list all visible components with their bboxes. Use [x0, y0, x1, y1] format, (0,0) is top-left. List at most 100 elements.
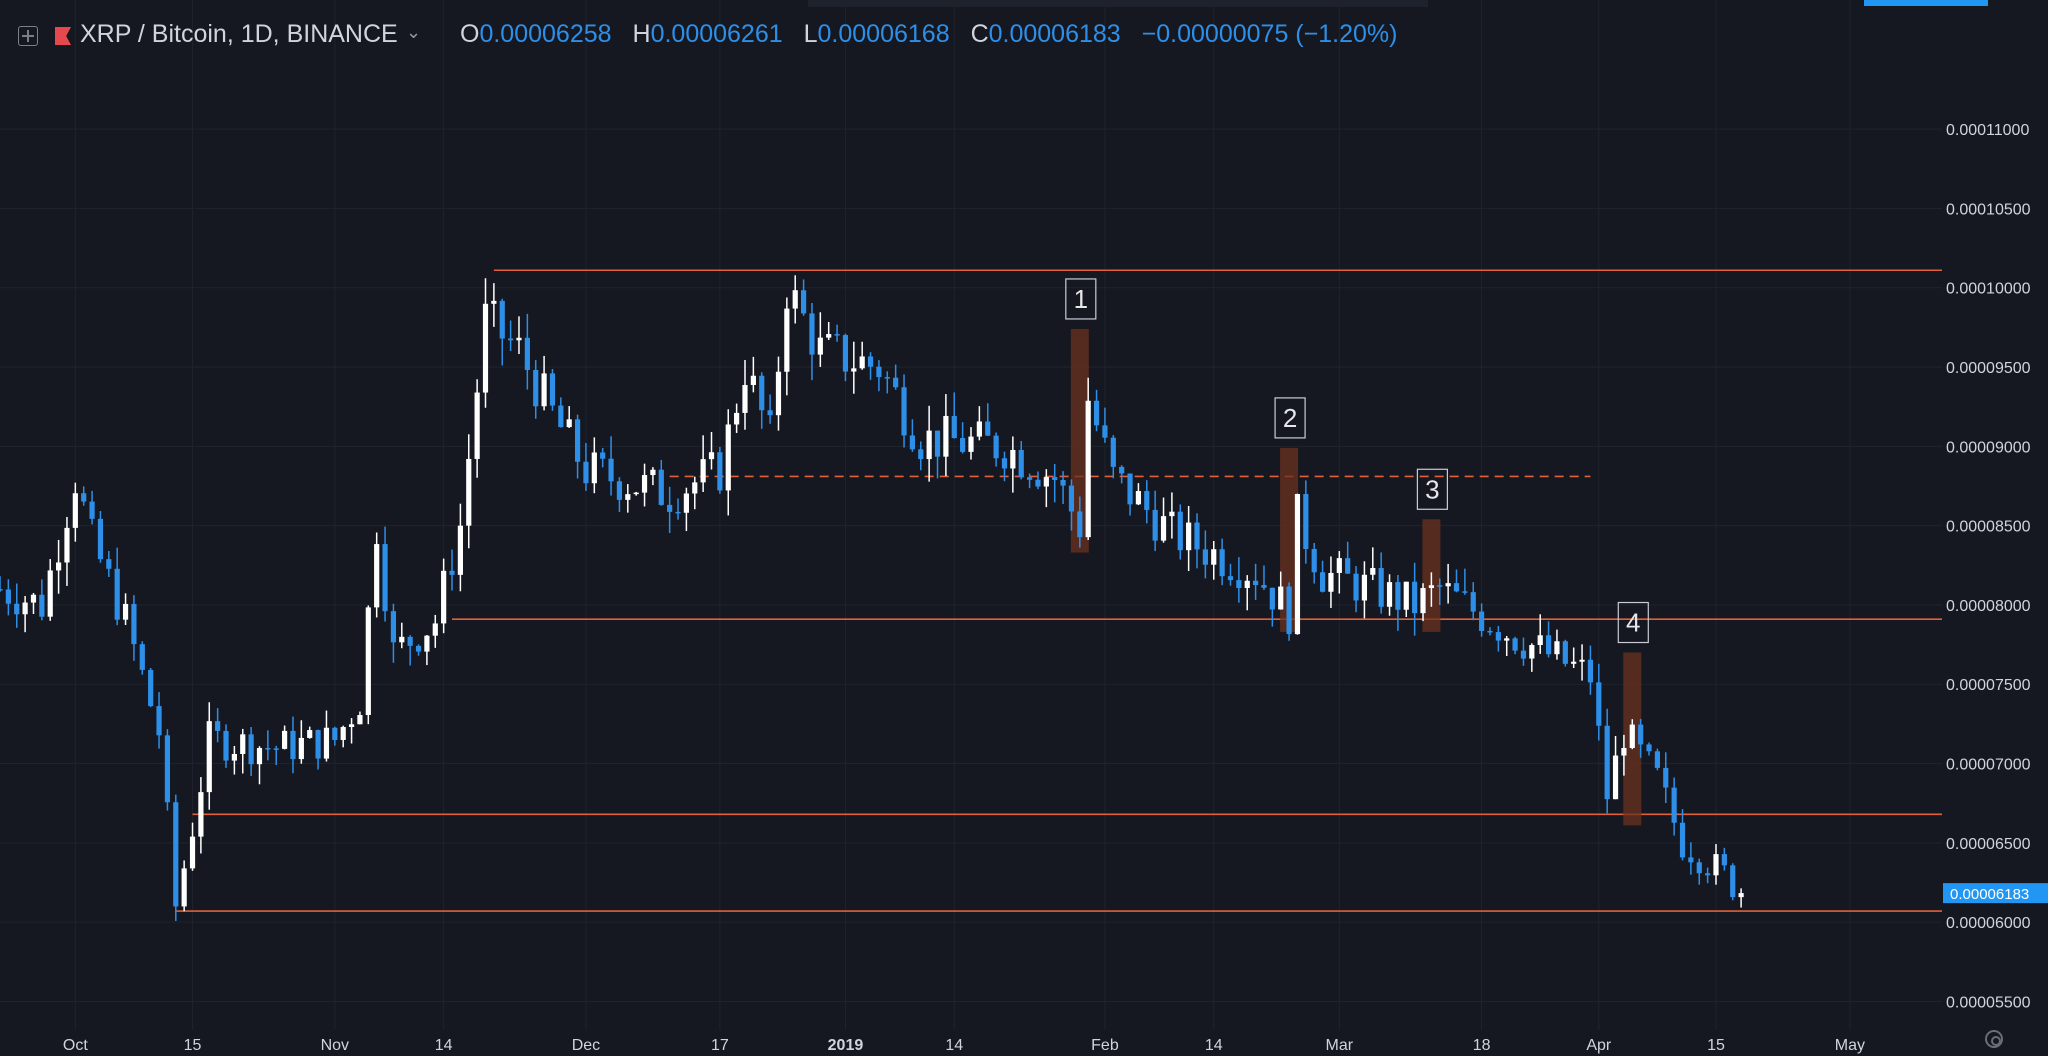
candle-body	[867, 356, 874, 367]
candle-body	[1119, 466, 1125, 474]
candle-body	[441, 570, 447, 624]
candle-body	[1730, 865, 1736, 898]
candle-body	[1194, 522, 1200, 550]
open-value: 0.00006258	[479, 20, 612, 48]
candle-body	[273, 748, 279, 750]
y-tick-label: 0.00007500	[1946, 677, 2031, 694]
last-price-tag: 0.00006183	[1943, 883, 2048, 904]
candle-body	[934, 430, 941, 457]
candle-body	[1102, 425, 1108, 438]
candle-body	[960, 438, 966, 452]
candle-body	[675, 511, 681, 514]
candle-body	[340, 726, 346, 740]
candle-body	[1713, 854, 1719, 876]
annotation-label: 3	[1425, 474, 1439, 504]
last-price-tag-label: 0.00006183	[1950, 886, 2029, 903]
symbol-title[interactable]: XRP / Bitcoin, 1D, BINANCE	[80, 20, 398, 48]
candle-body	[1219, 549, 1225, 577]
candle-body	[1043, 477, 1049, 487]
flag-icon[interactable]	[55, 27, 71, 45]
candle-body	[591, 452, 597, 484]
candle-body	[533, 369, 539, 407]
candle-body	[1621, 747, 1627, 756]
candle-body	[750, 375, 756, 385]
candle-body	[148, 669, 154, 707]
candle-body	[717, 452, 723, 491]
candle-body	[1202, 549, 1208, 565]
y-tick-label: 0.00008000	[1946, 598, 2031, 615]
candle-body	[106, 559, 112, 569]
x-tick-label: 17	[711, 1037, 729, 1054]
candle-body	[357, 715, 363, 725]
candle-body	[14, 603, 20, 615]
candle-body	[248, 734, 254, 765]
x-tick-label: Feb	[1091, 1037, 1119, 1054]
candle-body	[1303, 494, 1309, 549]
candle-body	[1520, 650, 1527, 659]
candle-body	[407, 636, 413, 646]
candle-body	[1403, 581, 1409, 610]
high-value: 0.00006261	[650, 20, 783, 48]
candle-body	[282, 730, 288, 749]
candle-body	[499, 300, 505, 339]
time-axis: Oct 15 Nov 14 Dec 17 2019 14 Feb 14 Mar 18 Apr 15 May	[63, 1037, 1865, 1054]
candle-body	[1261, 585, 1267, 588]
candle-body	[1278, 586, 1284, 610]
close-label: C	[970, 20, 989, 48]
candle-body	[1353, 573, 1359, 601]
candle-body	[1596, 682, 1602, 726]
candle-body	[399, 636, 405, 643]
candle-body	[985, 421, 991, 436]
candle-body	[1068, 485, 1075, 512]
x-tick-label: 14	[1205, 1037, 1223, 1054]
candle-body	[39, 594, 45, 617]
candle-body	[1679, 822, 1686, 858]
candle-body	[1286, 586, 1292, 635]
annotation-label: 4	[1626, 608, 1640, 638]
candle-body	[114, 568, 120, 620]
candle-body	[1370, 568, 1376, 575]
candle-body	[1571, 661, 1577, 664]
candle-body	[466, 458, 472, 526]
candle-body	[700, 459, 706, 483]
price-axis: 0.00011000 0.00010500 0.00010000 0.00009500…	[1946, 122, 2031, 1011]
candle-body	[1244, 580, 1250, 589]
high-label: H	[632, 20, 651, 48]
candle-body	[323, 727, 330, 759]
gear-icon[interactable]	[1985, 1030, 2003, 1048]
candle-body	[47, 570, 53, 617]
candle-body	[775, 371, 782, 416]
candle-body	[1253, 580, 1259, 586]
ohlc-readout: O0.00006258 H0.00006261 L0.00006168 C0.0…	[460, 20, 1411, 49]
candle-body	[1412, 581, 1418, 614]
candle-body	[1018, 449, 1024, 478]
x-tick-label: 14	[435, 1037, 453, 1054]
candle-body	[1035, 479, 1041, 487]
candle-body	[951, 415, 957, 439]
candle-body	[449, 570, 455, 575]
candle-body	[574, 419, 581, 462]
candle-body	[508, 338, 514, 341]
y-tick-label: 0.00008500	[1946, 519, 2031, 536]
top-toolbar-strip[interactable]	[808, 0, 1428, 7]
chart-grid	[0, 0, 1942, 1030]
candle-body	[1545, 635, 1552, 655]
annotation-label: 2	[1283, 403, 1297, 433]
candle-body	[683, 493, 689, 513]
candle-body	[390, 611, 397, 643]
candle-body	[1026, 477, 1033, 480]
candle-body	[968, 436, 974, 452]
candle-body	[1311, 548, 1317, 573]
chevron-down-icon[interactable]: ⌄	[406, 22, 422, 42]
candle-body	[1612, 755, 1619, 800]
candle-body	[223, 730, 229, 761]
candle-body	[1428, 585, 1434, 589]
candle-body	[382, 544, 388, 612]
candle-body	[30, 594, 37, 603]
candle-body	[767, 410, 773, 416]
candle-body	[1378, 568, 1384, 607]
candle-body	[1579, 659, 1585, 662]
plus-square-icon[interactable]	[18, 26, 38, 46]
x-tick-label: May	[1835, 1037, 1865, 1054]
